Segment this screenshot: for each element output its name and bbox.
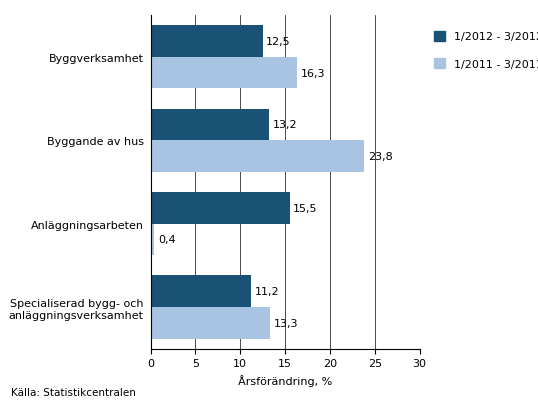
Bar <box>151 58 297 89</box>
Bar <box>151 192 289 224</box>
X-axis label: Årsförändring, %: Årsförändring, % <box>238 374 332 386</box>
Bar <box>151 109 269 141</box>
Bar <box>151 141 364 172</box>
Text: 16,3: 16,3 <box>300 69 325 79</box>
Text: 11,2: 11,2 <box>254 286 279 296</box>
Legend: 1/2012 - 3/2012, 1/2011 - 3/2011: 1/2012 - 3/2012, 1/2011 - 3/2011 <box>430 28 538 73</box>
Text: 15,5: 15,5 <box>293 203 318 213</box>
Text: 13,2: 13,2 <box>273 120 297 130</box>
Text: 13,3: 13,3 <box>273 318 298 328</box>
Text: Källa: Statistikcentralen: Källa: Statistikcentralen <box>11 387 136 397</box>
Text: 0,4: 0,4 <box>158 235 175 245</box>
Text: 23,8: 23,8 <box>367 152 392 162</box>
Bar <box>151 224 154 256</box>
Bar <box>151 26 263 58</box>
Text: 12,5: 12,5 <box>266 37 291 47</box>
Bar <box>151 307 270 339</box>
Bar <box>151 275 251 307</box>
